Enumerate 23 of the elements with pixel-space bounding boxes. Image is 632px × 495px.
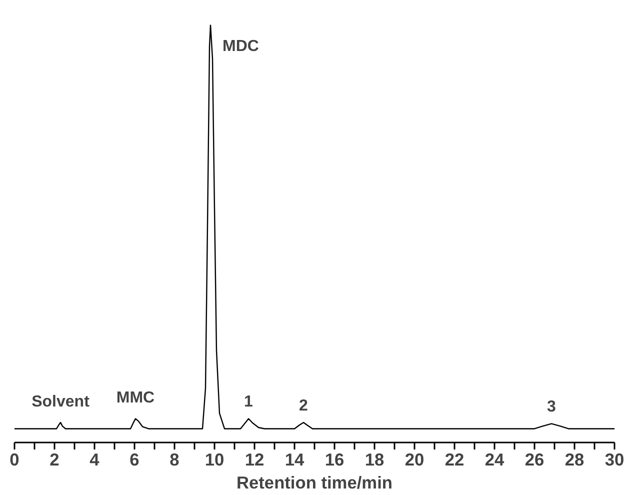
x-tick-label: 10 [204,450,224,470]
annotation: 1 [244,394,254,411]
annotation: 3 [547,398,556,416]
x-tick-label: 22 [444,450,464,470]
x-axis-title: Retention time/min [236,472,392,492]
annotation: MDC [222,38,260,56]
x-tick-label: 26 [524,450,544,470]
x-tick-label: 18 [364,450,384,470]
x-tick-label: 28 [564,450,584,470]
annotation: MMC [116,390,156,407]
x-tick-label: 20 [404,450,424,470]
x-tick-label: 24 [484,450,504,470]
annotation: 2 [299,397,308,414]
x-tick-label: 6 [130,450,140,470]
x-tick-label: 12 [244,450,264,470]
x-tick-label: 16 [324,450,344,470]
x-tick-label: 2 [50,450,60,470]
x-tick-label: 8 [170,450,180,470]
x-tick-label: 4 [90,450,100,470]
x-tick-label: 30 [604,450,624,470]
x-tick-label: 14 [284,450,304,470]
x-tick-label: 0 [10,450,20,470]
annotation: Solvent [32,393,90,410]
